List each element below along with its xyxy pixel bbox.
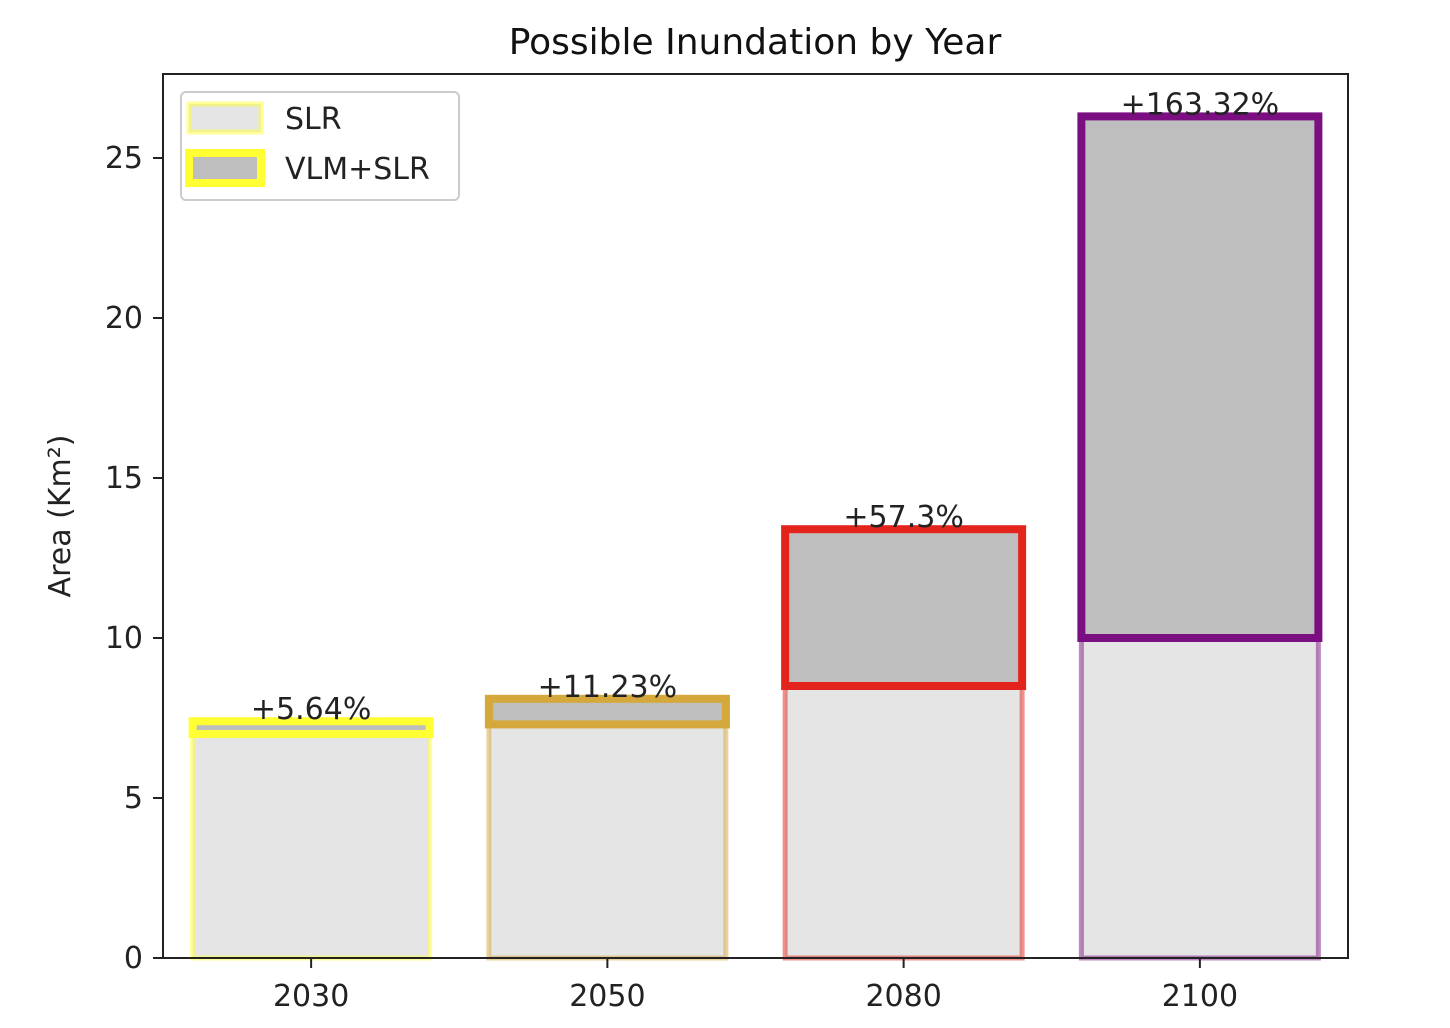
plot-frame bbox=[162, 73, 1349, 959]
bar-slr-2080 bbox=[782, 683, 1025, 961]
y-tick-label-10: 10 bbox=[105, 621, 143, 656]
y-tick-label-15: 15 bbox=[105, 461, 143, 496]
bar-slr-2050 bbox=[486, 721, 729, 961]
x-tick-label-2100: 2100 bbox=[1162, 979, 1238, 1014]
legend-swatch-slr bbox=[186, 101, 264, 135]
data-label-2050: +11.23% bbox=[538, 670, 678, 705]
y-tick-label-5: 5 bbox=[124, 781, 143, 816]
data-labels-group: +5.64% +11.23% +57.3% +163.32% bbox=[251, 87, 1279, 727]
bar-vlm-slr-2030 bbox=[188, 717, 434, 739]
legend: SLR VLM+SLR bbox=[180, 91, 460, 201]
y-axis: 0 5 10 15 20 25 bbox=[105, 141, 163, 976]
y-axis-label: Area (Km²) bbox=[43, 435, 78, 598]
bar-slr-2030 bbox=[190, 731, 433, 961]
bars-group bbox=[188, 112, 1323, 961]
data-label-2080: +57.3% bbox=[843, 500, 963, 535]
bar-vlm-slr-2050 bbox=[484, 694, 730, 729]
legend-label-slr: SLR bbox=[285, 102, 342, 137]
legend-label-vlm-slr: VLM+SLR bbox=[285, 152, 430, 187]
data-label-2100: +163.32% bbox=[1121, 87, 1280, 122]
x-tick-label-2080: 2080 bbox=[865, 979, 941, 1014]
bar-vlm-slr-2080 bbox=[781, 525, 1027, 691]
bar-vlm-slr-2100 bbox=[1077, 112, 1323, 642]
y-tick-label-0: 0 bbox=[124, 941, 143, 976]
y-tick-label-25: 25 bbox=[105, 141, 143, 176]
data-label-2030: +5.64% bbox=[251, 692, 371, 727]
legend-swatch-vlm-slr bbox=[185, 149, 265, 187]
x-axis: 2030 2050 2080 2100 bbox=[273, 958, 1238, 1014]
bar-slr-2100 bbox=[1078, 635, 1321, 961]
x-tick-label-2050: 2050 bbox=[569, 979, 645, 1014]
chart-title: Possible Inundation by Year bbox=[509, 22, 1002, 63]
y-tick-label-20: 20 bbox=[105, 301, 143, 336]
x-tick-label-2030: 2030 bbox=[273, 979, 349, 1014]
